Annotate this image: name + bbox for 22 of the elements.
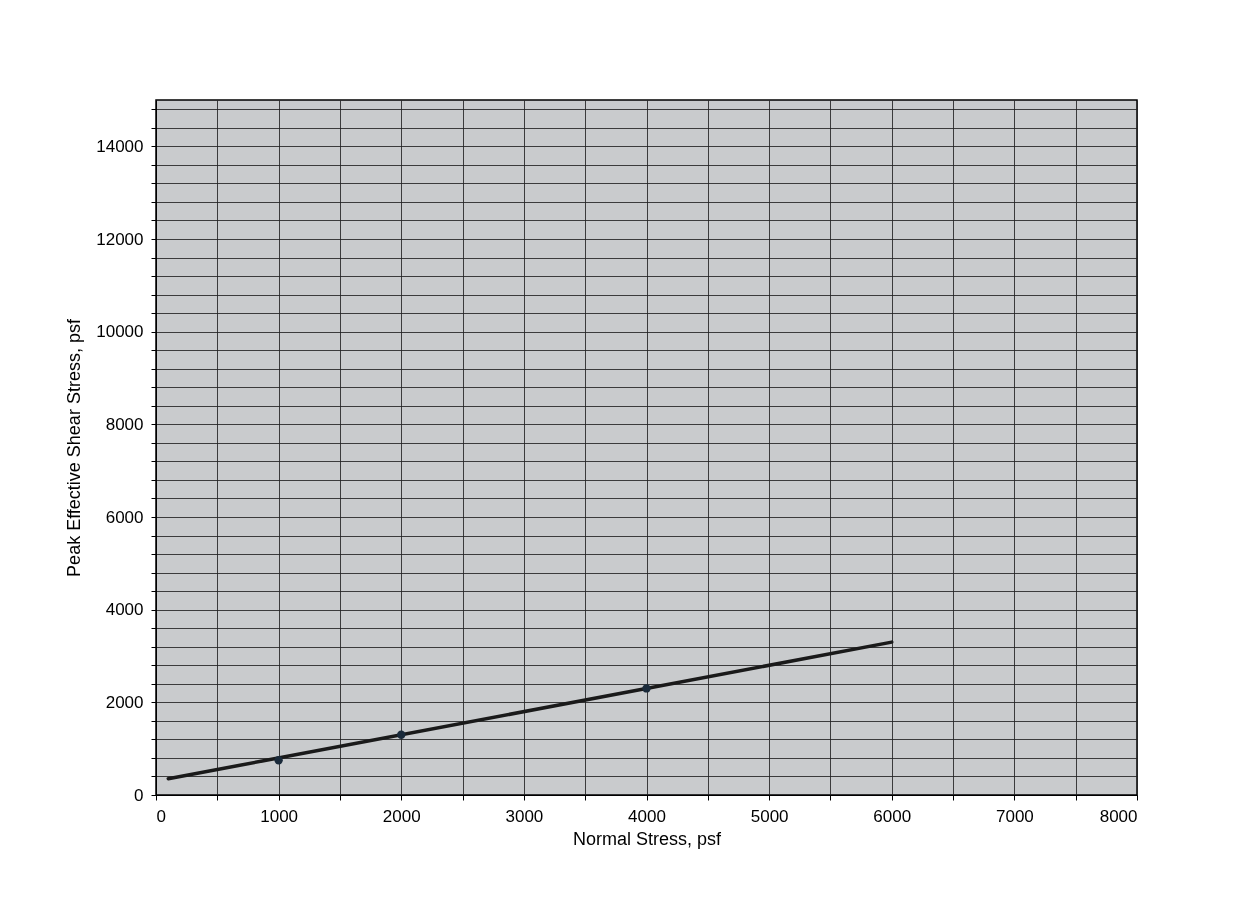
point bbox=[397, 730, 406, 739]
y-tick-label: 8000 bbox=[105, 414, 144, 434]
y-tick-label: 4000 bbox=[105, 600, 144, 620]
x-tick-label: 5000 bbox=[750, 806, 789, 826]
y-axis-title: Peak Effective Shear Stress, psf bbox=[64, 318, 85, 577]
y-tick-label: 14000 bbox=[96, 136, 144, 156]
x-tick-label: 4000 bbox=[628, 806, 666, 826]
x-tick-label: 8000 bbox=[1099, 806, 1138, 826]
x-tick-label: 0 bbox=[156, 806, 166, 826]
y-tick-label: 6000 bbox=[105, 507, 144, 527]
x-tick-label: 2000 bbox=[382, 806, 421, 826]
point bbox=[642, 684, 651, 693]
point bbox=[274, 756, 283, 765]
x-tick-label: 7000 bbox=[995, 806, 1034, 826]
x-axis-title: Normal Stress, psf bbox=[572, 828, 723, 849]
x-tick-label: 6000 bbox=[873, 806, 912, 826]
y-tick-label: 10000 bbox=[96, 322, 144, 342]
x-tick-label: 3000 bbox=[505, 806, 544, 826]
y-tick-label: 2000 bbox=[105, 692, 144, 712]
y-tick-label: 0 bbox=[134, 785, 144, 805]
x-tick-label: 1000 bbox=[260, 806, 299, 826]
y-tick-label: 12000 bbox=[96, 229, 144, 249]
